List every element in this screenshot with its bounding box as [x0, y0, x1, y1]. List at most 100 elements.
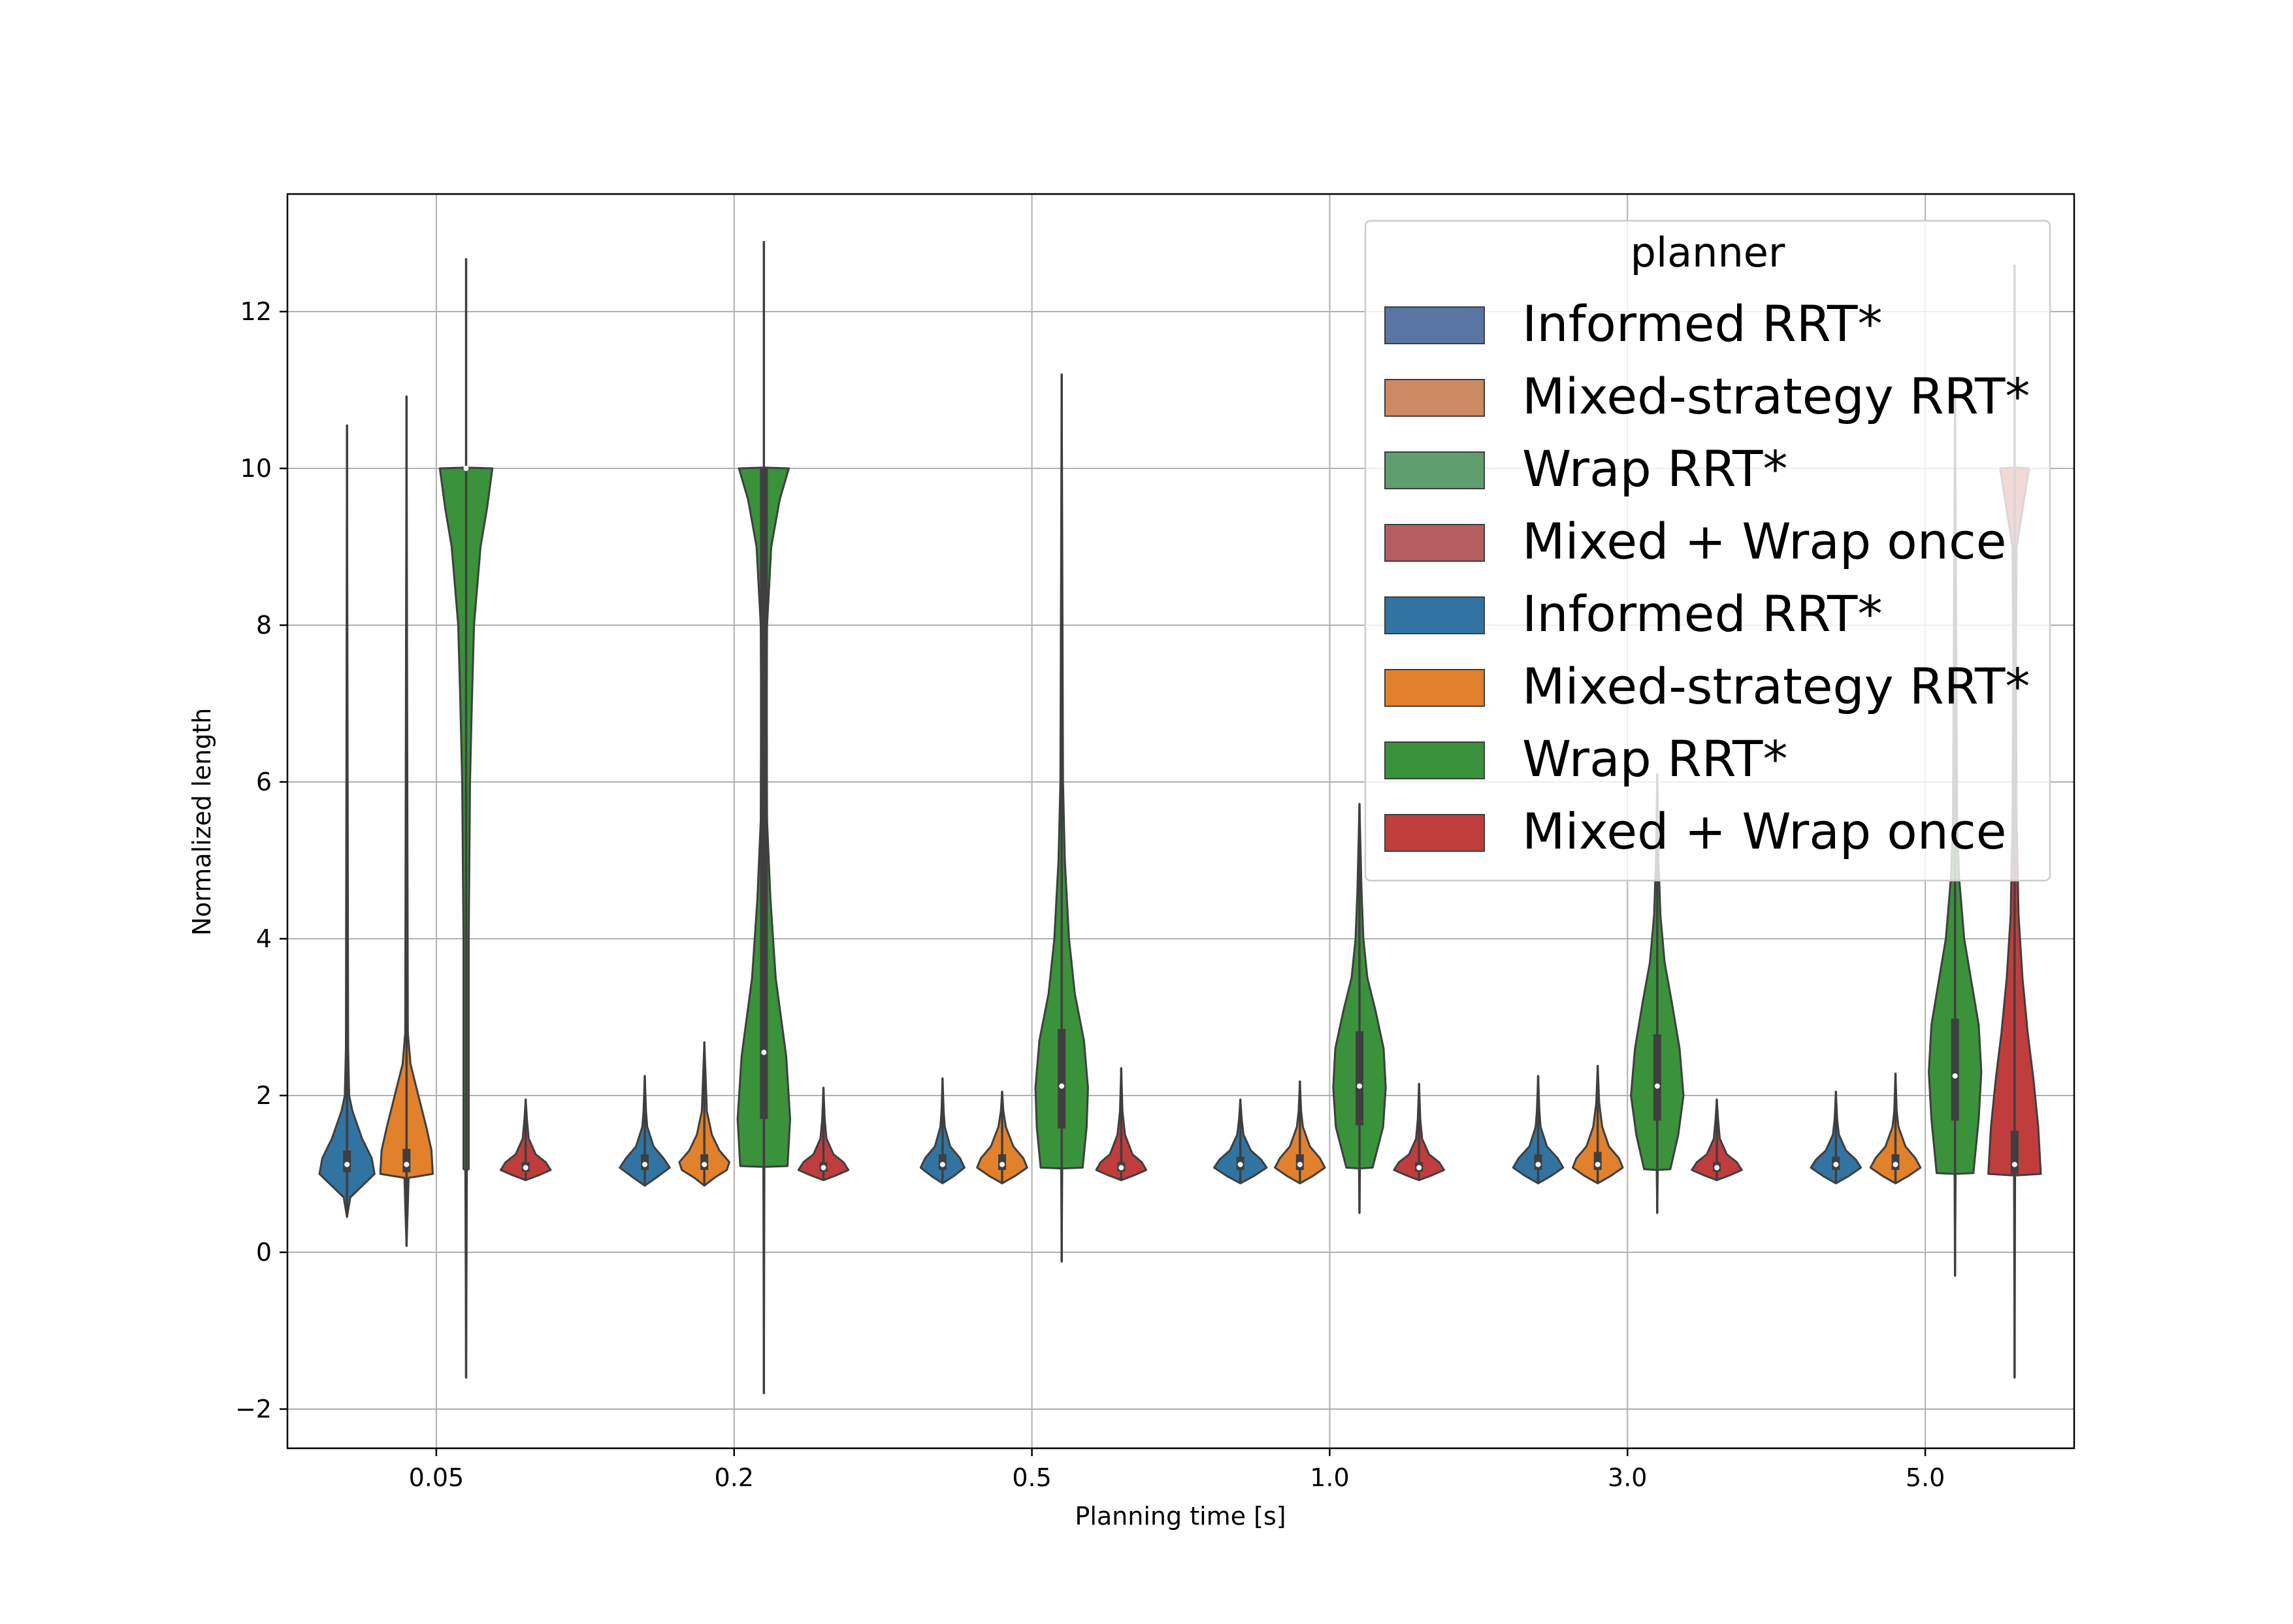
legend-frame [1364, 219, 2051, 882]
violin [1274, 1080, 1326, 1184]
violin [1869, 1072, 1922, 1184]
violin-median-dot [642, 1161, 647, 1167]
y-tick-label: 4 [256, 924, 272, 953]
violin-median-dot [1893, 1161, 1898, 1167]
violin [678, 1041, 730, 1187]
violin-median-dot [939, 1161, 945, 1167]
violin-median-dot [2011, 1161, 2017, 1167]
legend-title: planner [1631, 229, 1785, 276]
y-tick-label: 12 [240, 297, 272, 326]
violin-iqr-box [760, 468, 768, 1119]
legend-swatch [1384, 379, 1485, 417]
x-tick-label: 0.2 [715, 1463, 754, 1492]
violin-iqr-box [1653, 1034, 1661, 1121]
legend-swatch [1384, 451, 1485, 489]
violin-median-dot [1654, 1083, 1660, 1089]
y-tick-label: 8 [256, 611, 272, 640]
violin [736, 241, 791, 1395]
violins [318, 241, 2042, 1395]
violin-median-dot [463, 466, 469, 471]
violin-iqr-box [1593, 1152, 1602, 1170]
legend-entries: Informed RRT* Mixed-strategy RRT* Wrap RRT… [1384, 295, 2030, 860]
violin [1571, 1064, 1624, 1184]
legend-entry: Mixed-strategy RRT* [1384, 657, 2030, 715]
violin [619, 1075, 671, 1187]
violin [499, 1098, 552, 1182]
violin [1213, 1098, 1268, 1184]
legend-entry: Mixed + Wrap once [1384, 512, 2006, 570]
x-tick-label: 0.5 [1012, 1463, 1051, 1492]
x-tick-label: 0.05 [409, 1463, 464, 1492]
violin [797, 1086, 850, 1182]
violin-median-dot [1416, 1165, 1422, 1171]
violin-median-dot [702, 1161, 707, 1167]
violin [438, 258, 494, 1379]
violin-median-dot [404, 1161, 410, 1167]
legend-entry: Informed RRT* [1384, 585, 1882, 643]
violin-median-dot [1237, 1161, 1243, 1167]
violin [1512, 1075, 1565, 1184]
legend-label: Mixed + Wrap once [1522, 802, 2006, 860]
violin-iqr-box [1951, 1018, 1959, 1121]
legend-label: Mixed-strategy RRT* [1522, 657, 2030, 715]
legend: planner Informed RRT* Mixed-strategy RRT*… [1364, 219, 2051, 882]
legend-swatch [1384, 741, 1485, 779]
violin-median-dot [1952, 1073, 1958, 1079]
legend-swatch [1384, 306, 1485, 344]
legend-label: Mixed-strategy RRT* [1522, 367, 2030, 425]
y-tick-label: 6 [256, 768, 272, 796]
legend-entry: Mixed + Wrap once [1384, 802, 2006, 860]
violin-median-dot [1357, 1083, 1362, 1089]
legend-label: Wrap RRT* [1522, 440, 1787, 498]
violin [1095, 1067, 1148, 1182]
violin-median-dot [1595, 1161, 1601, 1167]
legend-swatch [1384, 524, 1485, 562]
legend-swatch [1384, 596, 1485, 634]
violin [1393, 1082, 1445, 1182]
violin [976, 1090, 1028, 1184]
legend-entry: Wrap RRT* [1384, 730, 1787, 788]
violin-median-dot [523, 1165, 529, 1171]
y-axis-label: Normalized length [187, 708, 216, 936]
y-axis-ticks: −2 0 2 4 6 8 10 12 [235, 297, 287, 1423]
violin [1630, 773, 1685, 1214]
violin-iqr-box [343, 1150, 351, 1173]
grid-lines [287, 194, 2074, 1448]
violin-median-dot [1833, 1161, 1839, 1167]
y-tick-label: 2 [256, 1081, 272, 1110]
violin-iqr-box [402, 1148, 411, 1173]
violin [1691, 1098, 1743, 1182]
x-tick-label: 5.0 [1906, 1463, 1945, 1492]
y-tick-label: 10 [240, 454, 272, 483]
violin-median-dot [761, 1050, 767, 1055]
legend-swatch [1384, 669, 1485, 707]
legend-entry: Wrap RRT* [1384, 440, 1787, 498]
violin-median-dot [1118, 1165, 1124, 1171]
violin [379, 395, 434, 1247]
violin-median-dot [1535, 1161, 1541, 1167]
legend-entry: Informed RRT* [1384, 295, 1882, 353]
x-tick-label: 1.0 [1310, 1463, 1349, 1492]
violin-median-dot [1000, 1161, 1005, 1167]
legend-label: Informed RRT* [1522, 585, 1882, 643]
violin-iqr-box [1058, 1029, 1066, 1129]
violin [1810, 1090, 1862, 1184]
x-axis-ticks: 0.05 0.2 0.5 1.0 3.0 5.0 [409, 1448, 1945, 1492]
violin-iqr-box [1356, 1031, 1363, 1126]
violin [919, 1077, 966, 1184]
legend-label: Mixed + Wrap once [1522, 512, 2006, 570]
violin-median-dot [1059, 1083, 1065, 1089]
y-tick-label: 0 [256, 1238, 272, 1267]
x-tick-label: 3.0 [1608, 1463, 1647, 1492]
violin-median-dot [821, 1165, 826, 1171]
violin-median-dot [1297, 1161, 1303, 1167]
legend-label: Informed RRT* [1522, 295, 1882, 353]
legend-swatch [1384, 814, 1485, 852]
violin-iqr-box [2010, 1131, 2019, 1174]
legend-entry: Mixed-strategy RRT* [1384, 367, 2030, 425]
violin [1034, 373, 1089, 1263]
violin-median-dot [344, 1161, 350, 1167]
plot-frame [286, 193, 2075, 1450]
